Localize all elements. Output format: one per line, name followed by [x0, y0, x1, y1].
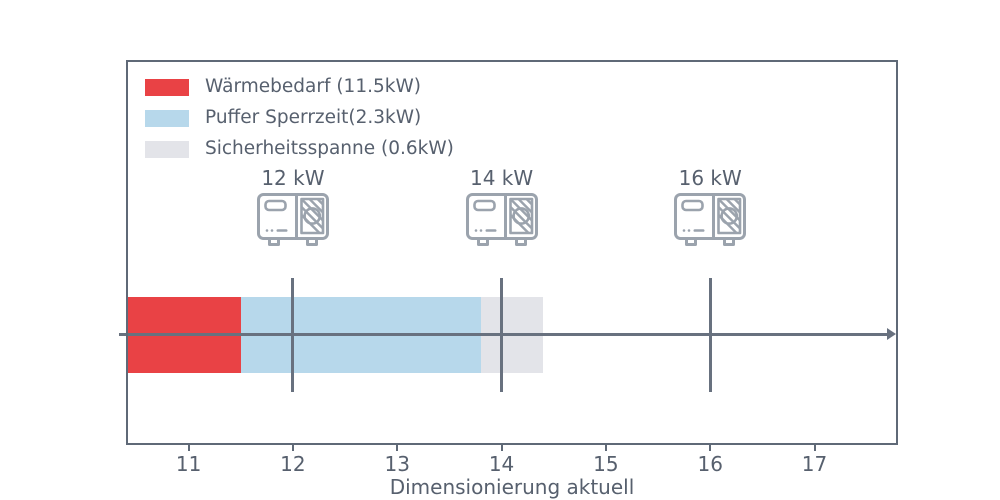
heat-pump-dash — [485, 229, 497, 232]
heat-pump-foot-right — [514, 237, 527, 246]
x-tick-mark-11 — [187, 445, 190, 451]
x-tick-label-13: 13 — [384, 452, 410, 476]
legend-label: Puffer Sperrzeit(2.3kW) — [205, 107, 422, 128]
heat-pump-foot-right — [305, 237, 318, 246]
heat-pump-body — [674, 193, 747, 240]
heat-pump-fan-housing — [717, 197, 742, 235]
heat-pump-body — [465, 193, 538, 240]
heat-pump-display — [681, 199, 705, 212]
marker-label-14kw: 14 kW — [469, 166, 534, 190]
heat-pump-dash — [276, 229, 288, 232]
legend-item-sicherheitsspanne: Sicherheitsspanne (0.6kW) — [145, 138, 454, 159]
heat-pump-dot — [479, 229, 482, 232]
x-tick-label-11: 11 — [175, 452, 202, 476]
x-tick-label-16: 16 — [697, 452, 723, 476]
x-tick-label-15: 15 — [593, 452, 619, 476]
marker-icon-12kw — [255, 191, 331, 249]
dimension-arrow-line — [118, 333, 888, 336]
x-tick-mark-13 — [396, 445, 399, 451]
legend-label: Sicherheitsspanne (0.6kW) — [205, 138, 454, 159]
x-axis-label: Dimensionierung aktuell — [389, 475, 635, 499]
heat-pump-display — [264, 199, 287, 212]
x-tick-mark-12 — [291, 445, 294, 451]
legend-item-puffer-sperrzeit: Puffer Sperrzeit(2.3kW) — [145, 107, 454, 128]
heat-pump-fan-housing — [300, 197, 325, 235]
heat-pump-foot-left — [267, 237, 280, 246]
heat-pump-foot-left — [476, 237, 489, 246]
legend-label: Wärmebedarf (11.5kW) — [205, 76, 421, 97]
x-tick-mark-14 — [500, 445, 503, 451]
marker-icon-14kw — [464, 191, 540, 249]
legend-swatch-red — [145, 78, 189, 96]
heat-pump-icon — [256, 193, 329, 246]
x-tick-label-12: 12 — [280, 452, 306, 476]
x-tick-mark-15 — [604, 445, 607, 451]
heat-pump-icon — [674, 193, 747, 246]
heat-pump-dot — [682, 229, 686, 232]
heat-pump-foot-right — [723, 237, 736, 246]
heat-pump-fan-circle — [720, 207, 739, 225]
marker-label-12kw: 12 kW — [261, 166, 325, 190]
heat-pump-dot — [474, 229, 477, 232]
legend: Wärmebedarf (11.5kW) Puffer Sperrzeit(2.… — [145, 76, 454, 171]
heat-pump-foot-left — [685, 237, 698, 246]
heat-pump-fan-housing — [508, 197, 533, 235]
x-tick-label-14: 14 — [488, 452, 515, 476]
heat-pump-fan-circle — [511, 207, 530, 225]
heat-pump-dot — [265, 229, 269, 232]
x-tick-label-17: 17 — [801, 452, 828, 476]
marker-label-16kw: 16 kW — [678, 166, 742, 190]
x-tick-mark-17 — [813, 445, 816, 451]
marker-icon-16kw — [672, 191, 748, 249]
heat-pump-dot — [270, 229, 274, 232]
x-tick-mark-16 — [709, 445, 712, 451]
dimension-arrow-head — [886, 328, 896, 340]
heat-pump-fan-circle — [303, 207, 322, 225]
heat-pump-dot — [687, 229, 691, 232]
heat-pump-body — [256, 193, 329, 240]
legend-swatch-blue — [145, 109, 189, 127]
heat-pump-display — [472, 199, 496, 212]
legend-item-waermebedarf: Wärmebedarf (11.5kW) — [145, 76, 454, 97]
legend-swatch-gray — [145, 140, 189, 158]
heat-pump-icon — [465, 193, 538, 246]
heat-pump-dash — [693, 229, 705, 232]
